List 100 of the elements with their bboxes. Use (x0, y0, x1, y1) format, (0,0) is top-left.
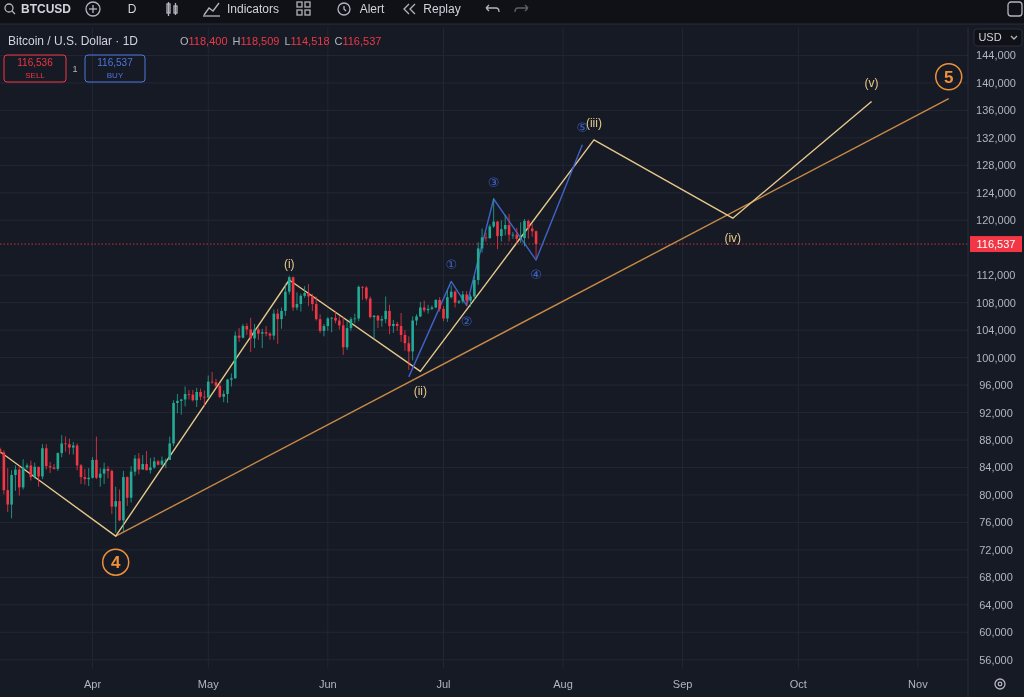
candlestick (60, 434, 64, 458)
text: Alert (359, 2, 385, 16)
candlestick (71, 441, 75, 455)
candlestick (52, 463, 56, 470)
candlestick (500, 219, 503, 242)
candlestick (253, 323, 256, 349)
y-tick-label: 144,000 (976, 49, 1016, 62)
y-tick-label: 136,000 (976, 104, 1016, 117)
candlestick (388, 304, 391, 335)
y-tick-label: 96,000 (979, 379, 1013, 392)
candlestick (492, 197, 495, 229)
y-tick-label: 64,000 (979, 598, 1013, 611)
candlestick (176, 393, 179, 414)
x-tick-label: Sep (672, 678, 693, 690)
candlestick (149, 457, 152, 475)
y-tick-label: 108,000 (976, 296, 1016, 309)
candlestick (264, 325, 268, 337)
text: BTCUSD (21, 2, 72, 16)
candlestick (118, 489, 121, 522)
x-tick-label: May (197, 678, 220, 690)
annotation: (i) (283, 257, 295, 272)
candlestick (503, 214, 507, 236)
annotation: 116,537 (97, 57, 134, 68)
candlestick (384, 296, 387, 324)
candlestick (206, 375, 210, 399)
candlestick (484, 232, 488, 242)
y-tick-label: 72,000 (979, 543, 1013, 556)
line-series (408, 144, 584, 378)
annotation: (v) (864, 76, 879, 91)
annotation: ③ (487, 174, 500, 190)
text: Replay (423, 2, 461, 16)
y-tick-label: 88,000 (979, 434, 1013, 447)
ref-line-label: 116,537 (976, 238, 1016, 251)
candlestick (195, 387, 198, 408)
y-tick-label: 104,000 (976, 324, 1016, 337)
candlestick (226, 378, 229, 404)
text: USD (978, 31, 1002, 43)
candlestick (341, 316, 345, 356)
candlestick (527, 219, 530, 240)
candlestick (368, 296, 372, 319)
candlestick (203, 390, 206, 407)
annotation: 4 (110, 553, 121, 573)
candlestick (98, 467, 102, 488)
x-tick-label: Aug (553, 678, 573, 690)
x-tick-label: Apr (84, 678, 102, 690)
y-tick-label: 132,000 (976, 131, 1016, 144)
candlestick (473, 275, 476, 301)
y-tick-label: 140,000 (976, 76, 1016, 89)
y-tick-label: 112,000 (976, 269, 1016, 282)
annotation: BUY (106, 71, 124, 80)
candlestick (114, 486, 117, 534)
candlestick (330, 316, 333, 333)
x-tick-label: Jul (436, 678, 451, 690)
candlestick (380, 315, 384, 328)
text: O118,400 H118,509 L114,518 C116,537 (180, 35, 382, 47)
candlestick (276, 308, 279, 345)
annotation: ② (460, 314, 473, 330)
annotation: (ii) (413, 384, 428, 399)
y-tick-label: 128,000 (976, 159, 1016, 172)
candlestick (14, 465, 17, 492)
annotation: (iii) (585, 115, 602, 130)
candlestick (519, 221, 522, 244)
y-tick-label: 100,000 (976, 351, 1016, 364)
candlestick (230, 373, 233, 387)
y-tick-label: 60,000 (979, 626, 1013, 639)
annotation: (iv) (724, 231, 742, 246)
x-tick-label: Nov (908, 678, 929, 690)
annotation: ④ (530, 267, 542, 283)
candlestick (353, 313, 357, 324)
candlestick (125, 476, 129, 507)
candlestick (17, 465, 21, 497)
candlestick (446, 289, 449, 323)
line-series (0, 100, 873, 537)
candlestick (164, 458, 168, 469)
y-tick-label: 84,000 (979, 461, 1013, 474)
candlestick (64, 436, 67, 453)
y-tick-label: 68,000 (979, 571, 1013, 584)
candlestick (303, 285, 306, 299)
candlestick (44, 443, 48, 470)
annotation: 1 (72, 64, 78, 74)
candlestick (287, 275, 291, 295)
candlestick (307, 283, 310, 307)
text: D (127, 2, 137, 16)
candlestick (361, 285, 364, 301)
annotation: 116,536 (17, 57, 54, 68)
annotation: 5 (943, 67, 954, 87)
candlestick (249, 317, 252, 353)
candlestick (280, 307, 283, 330)
y-tick-label: 80,000 (979, 488, 1013, 501)
x-tick-label: Oct (789, 678, 807, 690)
y-tick-label: 124,000 (976, 186, 1016, 199)
candlestick (334, 310, 337, 324)
candlestick (392, 319, 395, 334)
candlestick (168, 436, 171, 461)
x-tick-label: Jun (318, 678, 337, 690)
y-tick-label: 120,000 (976, 214, 1016, 227)
candlestick (187, 389, 191, 400)
text: Bitcoin / U.S. Dollar · 1D (8, 34, 139, 48)
candlestick (523, 218, 526, 247)
y-tick-label: 92,000 (979, 406, 1013, 419)
